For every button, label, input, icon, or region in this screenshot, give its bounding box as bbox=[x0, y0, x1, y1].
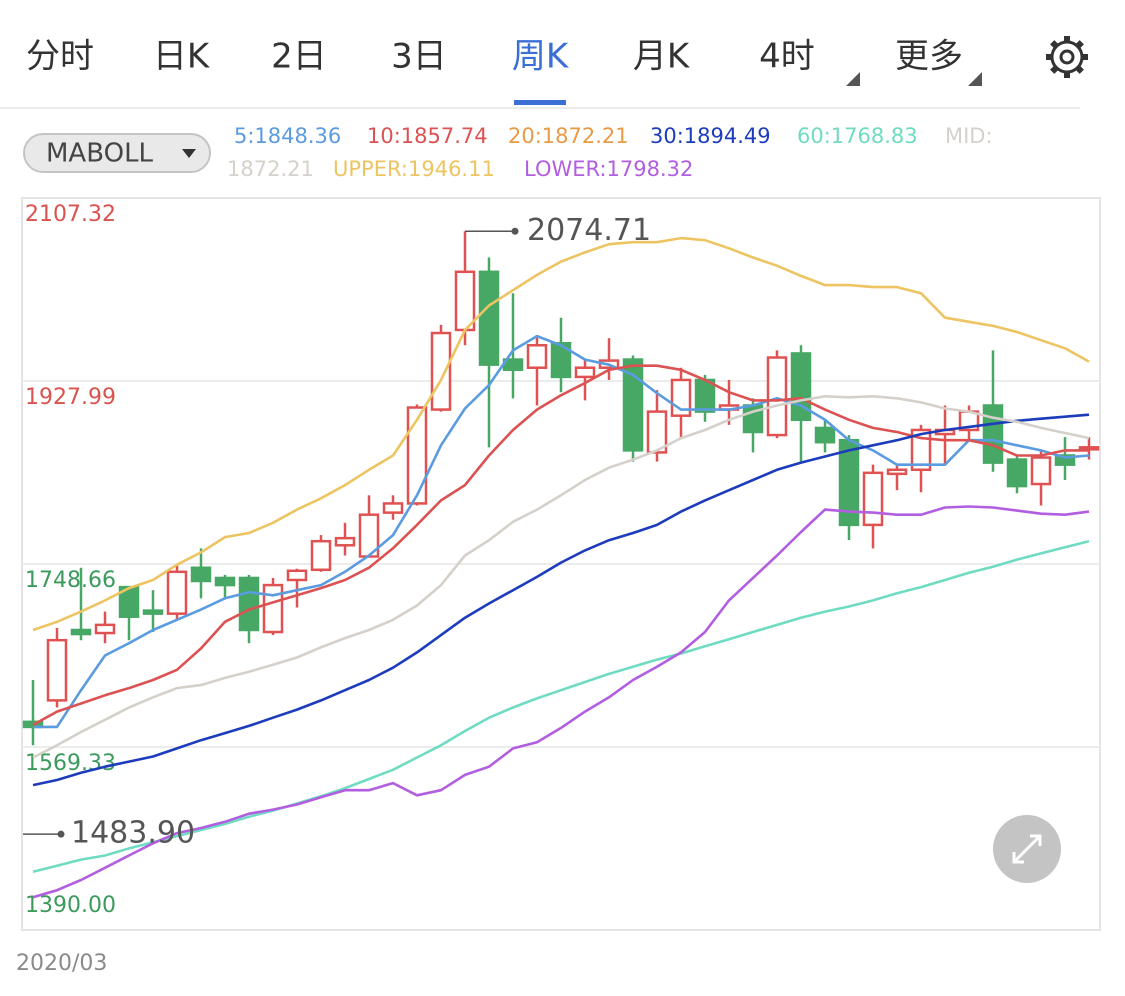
legend-item: MID: bbox=[945, 124, 993, 148]
candle-body bbox=[70, 628, 92, 636]
candle-body bbox=[406, 406, 428, 505]
tab[interactable]: 更多 bbox=[895, 37, 963, 77]
tab[interactable]: 4时 bbox=[759, 37, 815, 77]
candle-body bbox=[574, 366, 596, 379]
indicator-line bbox=[32, 413, 1090, 787]
candle-body bbox=[622, 358, 644, 452]
candle-body bbox=[166, 570, 188, 615]
candle-body bbox=[1054, 454, 1076, 466]
legend-item: 10:1857.74 bbox=[367, 124, 488, 148]
indicator-line bbox=[32, 395, 1090, 759]
x-axis-label: 2020/03 bbox=[16, 951, 107, 976]
candle-body bbox=[862, 471, 884, 527]
candle-body bbox=[94, 623, 116, 635]
indicator-line bbox=[32, 539, 1090, 874]
candle-body bbox=[550, 341, 572, 379]
candle-body bbox=[214, 576, 236, 587]
dropdown-corner bbox=[846, 72, 860, 86]
settings-icon[interactable] bbox=[1046, 36, 1088, 78]
y-tick-label: 1390.00 bbox=[25, 893, 116, 918]
candle-body bbox=[694, 378, 716, 413]
candle-body bbox=[1030, 456, 1052, 486]
candle-body bbox=[886, 468, 908, 476]
indicator-line bbox=[32, 364, 1089, 727]
tab[interactable]: 分时 bbox=[26, 37, 94, 77]
legend-item: 30:1894.49 bbox=[650, 124, 771, 148]
expand-button[interactable] bbox=[993, 815, 1061, 883]
legend-item: 20:1872.21 bbox=[508, 124, 629, 148]
tab[interactable]: 2日 bbox=[271, 37, 327, 77]
legend-item: 5:1848.36 bbox=[234, 124, 341, 148]
legend-item: UPPER:1946.11 bbox=[333, 157, 495, 181]
tab[interactable]: 周K bbox=[512, 37, 570, 77]
candle-body bbox=[1078, 446, 1100, 451]
candle-body bbox=[766, 356, 788, 437]
y-tick-label: 1927.99 bbox=[25, 385, 116, 410]
dropdown-arrow bbox=[182, 149, 196, 158]
dropdown-corner bbox=[968, 72, 982, 86]
candle-body bbox=[310, 539, 332, 572]
high-marker-label: 2074.71 bbox=[527, 213, 651, 248]
tab[interactable]: 3日 bbox=[391, 37, 447, 77]
candle-body bbox=[262, 583, 284, 634]
candle-body bbox=[982, 404, 1004, 464]
candle-body bbox=[478, 270, 500, 366]
candle-body bbox=[142, 609, 164, 615]
candle-body bbox=[646, 410, 668, 454]
candle-body bbox=[454, 270, 476, 332]
candle-body bbox=[286, 569, 308, 582]
y-tick-label: 2107.32 bbox=[25, 202, 116, 227]
tab[interactable]: 月K bbox=[633, 37, 691, 77]
indicator-line bbox=[32, 236, 1090, 632]
tab[interactable]: 日K bbox=[153, 37, 211, 77]
low-marker-label: 1483.90 bbox=[71, 816, 195, 851]
candle-body bbox=[1006, 458, 1028, 488]
candle-body bbox=[910, 428, 932, 472]
indicator-button[interactable] bbox=[23, 133, 211, 173]
candle-body bbox=[46, 638, 68, 702]
indicator-line bbox=[32, 505, 1090, 899]
legend-item: LOWER:1798.32 bbox=[524, 157, 693, 181]
candle-body bbox=[190, 566, 212, 583]
low-marker-dot bbox=[57, 830, 65, 838]
candle-body bbox=[382, 502, 404, 514]
candle-body bbox=[430, 331, 452, 411]
candle-body bbox=[238, 576, 260, 632]
legend-item: 1872.21 bbox=[227, 157, 314, 181]
legend-item: 60:1768.83 bbox=[797, 124, 918, 148]
indicator-line bbox=[33, 334, 1090, 729]
candle-body bbox=[334, 536, 356, 547]
active-tab-underline bbox=[514, 100, 566, 105]
high-marker-dot bbox=[511, 227, 519, 235]
y-tick-label: 1748.66 bbox=[25, 568, 116, 593]
candle-body bbox=[814, 426, 836, 444]
candle-body bbox=[526, 344, 548, 369]
indicator-button-label: MABOLL bbox=[46, 139, 154, 169]
